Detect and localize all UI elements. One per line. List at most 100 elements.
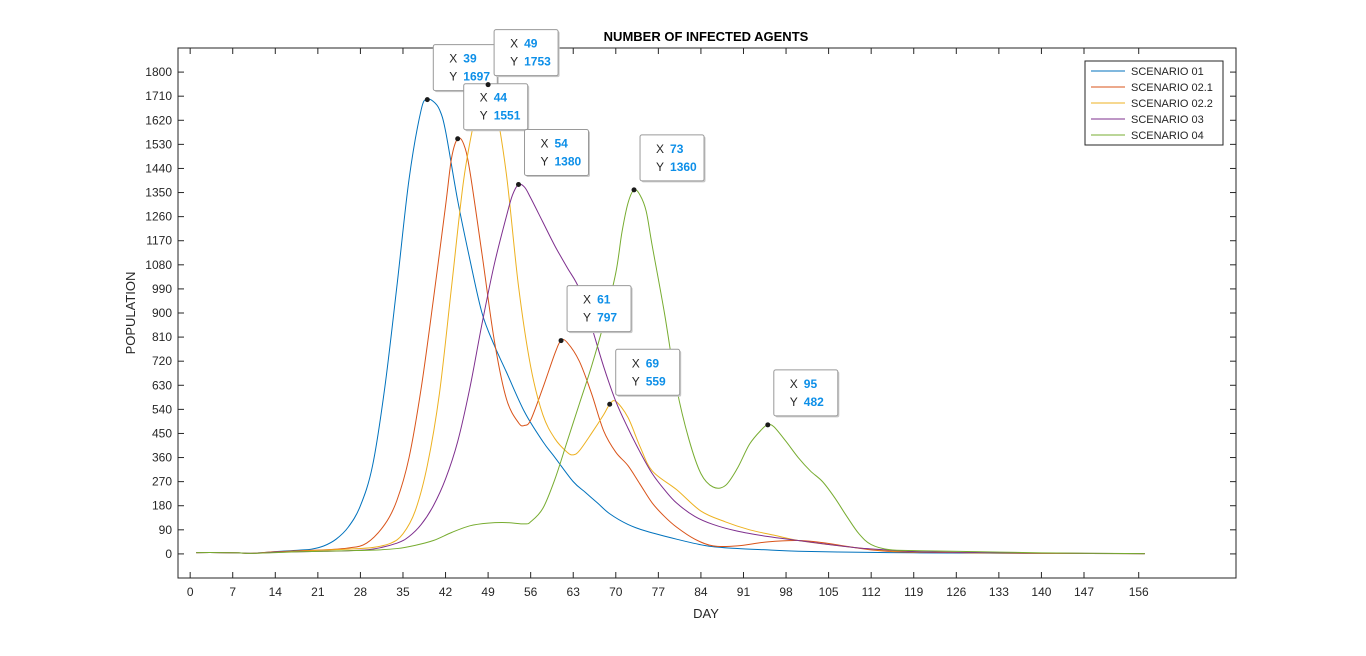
y-tick-label: 1620 [145, 113, 172, 127]
datatip-y-label: Y [583, 311, 591, 325]
datatip: X 61 Y 797 [558, 285, 633, 344]
x-tick-label: 70 [609, 585, 623, 599]
y-tick-label: 720 [152, 354, 172, 368]
legend-label: SCENARIO 02.1 [1131, 82, 1213, 94]
x-axis-label: DAY [693, 606, 719, 621]
x-tick-label: 147 [1074, 585, 1094, 599]
y-tick-label: 1260 [145, 210, 172, 224]
datatip-marker [558, 338, 564, 344]
datatip: X 95 Y 482 [765, 369, 840, 428]
datatip-box [524, 129, 590, 177]
y-axis: 0 90 180 270 360 450 540 630 720 810 900 990 1080 117… [145, 65, 1236, 561]
datatip-marker [607, 401, 613, 407]
x-tick-label: 98 [779, 585, 793, 599]
y-tick-label: 0 [165, 547, 172, 561]
x-tick-label: 77 [652, 585, 666, 599]
y-tick-label: 900 [152, 306, 172, 320]
y-tick-label: 540 [152, 402, 172, 416]
x-axis: 0 7 14 21 28 35 42 49 56 63 70 77 84 91 98 105 112 119 126… [187, 48, 1149, 599]
y-tick-label: 990 [152, 282, 172, 296]
datatip: X 54 Y 1380 [516, 129, 591, 188]
y-tick-label: 1080 [145, 258, 172, 272]
datatip-x-label: X [632, 356, 640, 370]
datatip: X 44 Y 1551 [455, 83, 530, 142]
chart-title: NUMBER OF INFECTED AGENTS [604, 29, 809, 44]
legend-label: SCENARIO 03 [1131, 114, 1204, 126]
x-tick-label: 112 [862, 585, 881, 599]
datatip-marker [424, 97, 430, 103]
legend-label: SCENARIO 04 [1131, 130, 1204, 142]
y-tick-label: 1350 [145, 186, 172, 200]
plot-area [177, 47, 1237, 579]
x-tick-label: 49 [481, 585, 495, 599]
datatip-x-value: 49 [524, 37, 538, 51]
series-line-scenario-03 [196, 183, 1145, 555]
x-tick-label: 21 [311, 585, 325, 599]
datatip-marker [485, 82, 491, 88]
y-tick-label: 450 [152, 426, 172, 440]
x-tick-label: 0 [187, 585, 194, 599]
datatip-x-value: 44 [494, 91, 508, 105]
datatip-x-value: 73 [670, 142, 684, 156]
datatip: X 49 Y 1753 [485, 29, 560, 88]
datatip-x-label: X [790, 377, 798, 391]
datatip-x-label: X [480, 91, 488, 105]
x-tick-label: 42 [439, 585, 453, 599]
datatip-y-value: 1697 [463, 70, 490, 84]
datatip-y-value: 797 [597, 311, 617, 325]
datatip-x-value: 95 [804, 377, 818, 391]
datatip-y-label: Y [449, 70, 457, 84]
legend-label: SCENARIO 02.2 [1131, 98, 1213, 110]
datatip-x-label: X [449, 52, 457, 66]
y-tick-label: 270 [152, 475, 172, 489]
y-tick-label: 810 [152, 330, 172, 344]
series-line-scenario-02-2 [196, 83, 1145, 555]
y-tick-label: 1800 [145, 65, 172, 79]
datatip-x-value: 69 [646, 356, 660, 370]
datatip-y-label: Y [790, 395, 798, 409]
legend-item: SCENARIO 02.1 [1091, 82, 1213, 94]
legend-item: SCENARIO 04 [1091, 130, 1204, 142]
datatip-y-value: 559 [646, 374, 666, 388]
legend: SCENARIO 01 SCENARIO 02.1 SCENARIO 02.2 SCE… [1084, 60, 1224, 146]
x-tick-label: 28 [354, 585, 368, 599]
x-tick-label: 56 [524, 585, 538, 599]
x-tick-label: 7 [229, 585, 236, 599]
datatip-y-value: 1360 [670, 160, 697, 174]
datatip-y-value: 482 [804, 395, 824, 409]
y-tick-label: 1530 [145, 137, 172, 151]
y-axis-label: POPULATION [123, 272, 138, 355]
legend-item: SCENARIO 02.2 [1091, 98, 1213, 110]
datatip-x-label: X [510, 37, 518, 51]
datatip-marker [455, 136, 461, 142]
y-tick-label: 90 [159, 523, 173, 537]
x-tick-label: 91 [737, 585, 751, 599]
datatip-y-label: Y [510, 55, 518, 69]
datatip-box [566, 285, 632, 333]
datatip-marker [516, 182, 522, 188]
datatip-marker [765, 422, 771, 428]
datatip-x-value: 61 [597, 293, 611, 307]
series-line-scenario-01 [196, 98, 1145, 555]
datatip-x-value: 54 [555, 137, 569, 151]
x-tick-label: 14 [269, 585, 283, 599]
datatip-box [615, 348, 681, 396]
x-tick-label: 133 [989, 585, 1009, 599]
x-tick-label: 84 [694, 585, 708, 599]
y-tick-label: 1440 [145, 161, 172, 175]
datatip-box [639, 134, 705, 182]
datatip-x-label: X [656, 142, 664, 156]
y-tick-label: 1710 [145, 89, 172, 103]
y-tick-label: 630 [152, 378, 172, 392]
datatip-x-label: X [583, 293, 591, 307]
x-tick-label: 156 [1129, 585, 1149, 599]
series-line-scenario-02-1 [196, 137, 1145, 555]
x-tick-label: 35 [396, 585, 410, 599]
legend-label: SCENARIO 01 [1131, 66, 1204, 78]
datatip: X 39 Y 1697 [424, 44, 499, 103]
y-tick-label: 360 [152, 451, 172, 465]
datatip-y-label: Y [540, 155, 548, 169]
datatip-x-label: X [540, 137, 548, 151]
